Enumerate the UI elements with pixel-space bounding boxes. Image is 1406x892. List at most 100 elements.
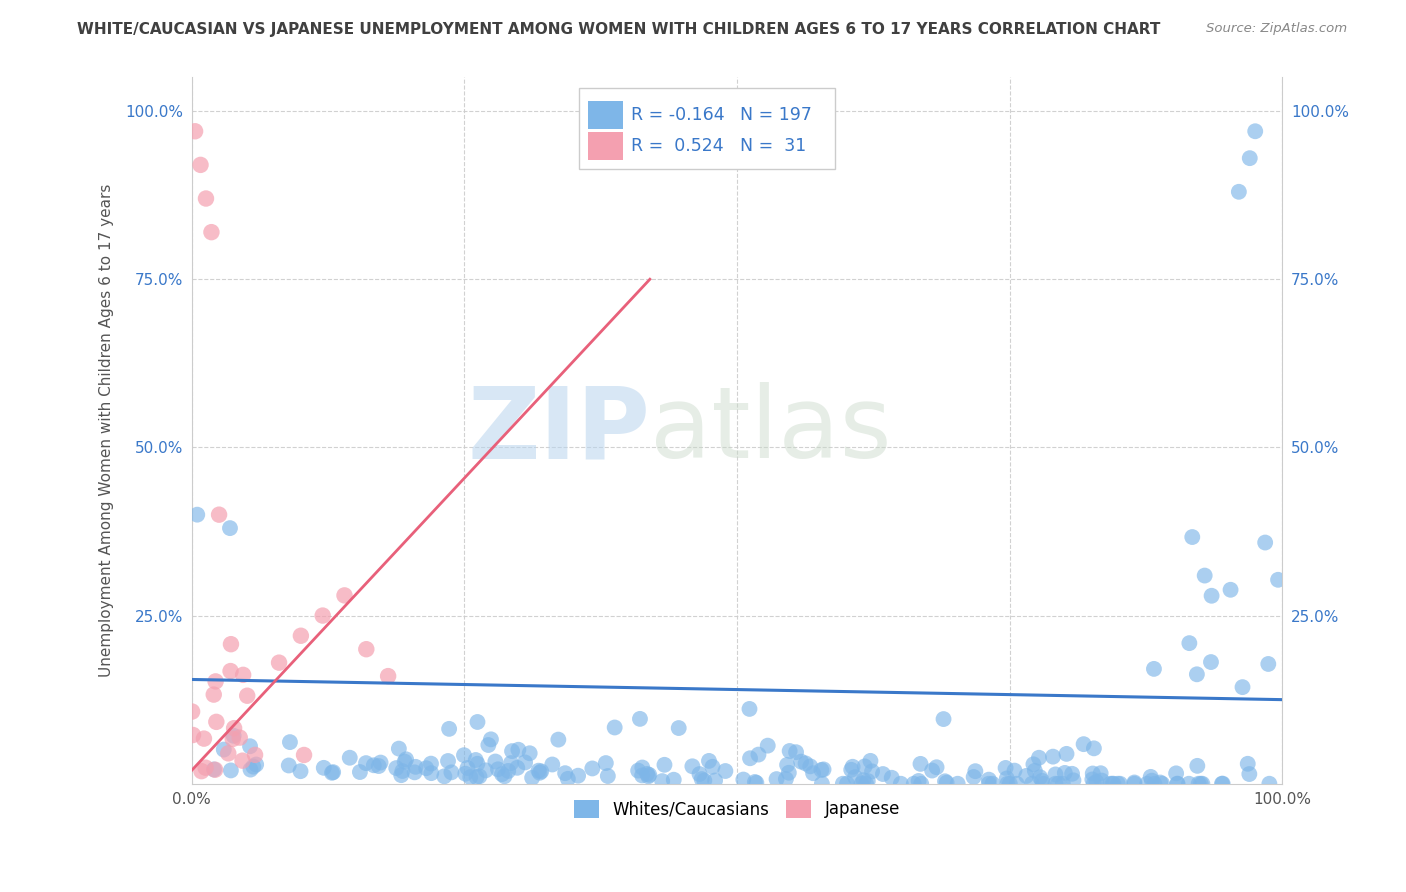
Point [903,777,925,791]
Point [935,775,957,789]
Point [391,764,413,778]
Point [1143,777,1166,791]
Point [1187,759,1209,773]
Y-axis label: Unemployment Among Women with Children Ages 6 to 17 years: Unemployment Among Women with Children A… [100,184,114,677]
Point [925,760,948,774]
Point [200,225,222,239]
Point [1254,535,1277,549]
Point [631,768,654,782]
Point [420,766,443,780]
Point [1188,777,1211,791]
Point [1166,766,1188,780]
Point [1032,777,1054,791]
Point [1239,767,1261,781]
Point [853,759,876,773]
Point [1166,777,1188,791]
Point [856,774,879,789]
Point [519,746,541,760]
Point [547,732,569,747]
Text: N =  31: N = 31 [741,137,807,155]
Point [530,764,553,779]
Point [785,745,807,759]
Point [527,764,550,778]
Point [385,761,408,775]
Point [1189,777,1212,791]
Point [508,743,530,757]
Point [415,761,437,775]
Point [860,764,883,779]
Point [186,508,208,522]
Point [420,756,443,771]
Point [405,760,427,774]
Point [1178,636,1201,650]
Point [995,772,1018,786]
Point [277,758,299,772]
Point [1267,573,1289,587]
Point [1191,777,1213,791]
Point [907,774,929,789]
Point [1258,777,1281,791]
Point [1236,756,1258,771]
Point [779,744,801,758]
Point [1091,773,1114,788]
Point [799,759,821,773]
Bar [588,101,623,129]
Point [454,766,477,780]
Point [1166,777,1188,791]
Point [693,773,716,788]
Point [1022,757,1045,772]
Point [668,721,690,735]
Point [1047,777,1070,791]
Point [1149,775,1171,789]
Point [389,768,412,782]
Point [662,772,685,787]
Point [932,712,955,726]
Point [638,768,661,782]
Point [231,754,253,768]
Point [636,767,658,781]
Point [236,689,259,703]
Point [363,758,385,772]
Point [994,761,1017,775]
Point [204,763,226,777]
Legend: Whites/Caucasians, Japanese: Whites/Caucasians, Japanese [568,793,907,825]
Point [1083,741,1105,756]
Point [745,776,768,790]
Point [484,755,506,769]
Point [595,756,617,770]
Point [704,773,727,788]
Point [1201,589,1223,603]
Point [801,766,824,780]
Point [477,738,499,752]
Point [681,759,703,773]
Point [292,747,315,762]
Point [458,770,481,784]
Point [965,764,987,779]
Point [738,702,761,716]
Point [467,756,489,771]
Text: atlas: atlas [650,382,891,479]
Point [194,761,217,775]
Point [794,756,817,771]
Point [1031,773,1053,788]
Point [1139,770,1161,784]
Point [193,731,215,746]
Point [631,760,654,774]
Point [811,777,834,791]
Point [910,777,932,791]
Point [1028,750,1050,764]
Text: ZIP: ZIP [467,382,650,479]
Point [1244,124,1267,138]
Point [1081,772,1104,787]
Point [934,774,956,789]
Bar [588,132,623,160]
Point [1053,766,1076,780]
Point [496,764,519,778]
Point [1045,767,1067,781]
Point [1123,775,1146,789]
Point [637,769,659,783]
Point [506,761,529,775]
Point [835,777,858,791]
Point [1211,777,1233,791]
Point [1227,185,1250,199]
